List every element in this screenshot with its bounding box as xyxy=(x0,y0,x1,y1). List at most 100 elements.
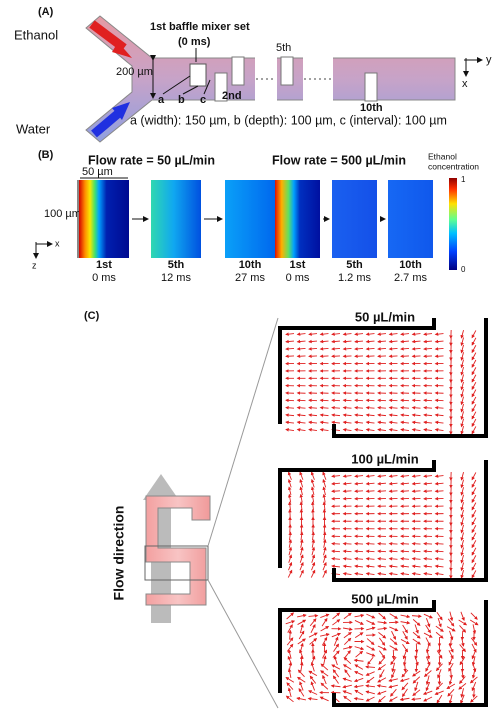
velocity-vector xyxy=(388,684,398,689)
velocity-vector xyxy=(310,486,315,496)
velocity-vector xyxy=(365,474,375,478)
velocity-vector xyxy=(354,689,364,696)
velocity-vector xyxy=(460,562,464,572)
velocity-vector xyxy=(388,332,398,336)
velocity-vector xyxy=(333,636,339,646)
velocity-vector xyxy=(322,501,327,511)
velocity-vector xyxy=(400,405,410,410)
scale-label: 100 µm xyxy=(44,208,81,220)
velocity-vector xyxy=(423,564,433,569)
velocity-vector xyxy=(414,624,419,634)
scale-label: 50 µm xyxy=(82,166,113,178)
velocity-vector xyxy=(412,670,421,677)
annotation: (0 ms) xyxy=(178,36,211,48)
velocity-vector xyxy=(311,539,316,548)
velocity-vector xyxy=(471,352,477,361)
velocity-vector xyxy=(319,405,329,410)
velocity-vector xyxy=(377,481,387,486)
velocity-vector xyxy=(423,696,433,702)
velocity-vector xyxy=(460,418,464,428)
velocity-vector xyxy=(388,564,398,569)
velocity-vector xyxy=(471,330,477,339)
velocity-vector xyxy=(377,489,387,493)
velocity-vector xyxy=(308,347,318,351)
velocity-vector xyxy=(322,523,327,533)
velocity-vector xyxy=(310,661,315,672)
velocity-vector xyxy=(311,546,316,556)
velocity-vector xyxy=(434,481,444,486)
velocity-vector xyxy=(365,696,375,702)
velocity-vector xyxy=(447,688,455,697)
velocity-vector xyxy=(471,337,477,346)
velocity-vector xyxy=(400,481,410,486)
velocity-vector xyxy=(459,644,466,653)
velocity-vector xyxy=(399,697,410,702)
velocity-vector xyxy=(333,643,340,652)
velocity-vector xyxy=(379,637,386,646)
velocity-vector xyxy=(342,564,352,569)
dim-letter: a xyxy=(158,94,165,106)
image-time: 12 ms xyxy=(161,272,191,284)
velocity-vector xyxy=(298,630,305,640)
velocity-vector xyxy=(460,374,464,384)
velocity-vector xyxy=(342,557,352,561)
velocity-vector xyxy=(390,688,397,697)
velocity-vector xyxy=(365,332,375,336)
velocity-vector xyxy=(310,471,315,480)
velocity-vector xyxy=(460,426,464,435)
velocity-vector xyxy=(471,381,477,391)
velocity-vector xyxy=(411,405,421,410)
velocity-vector xyxy=(459,656,466,666)
velocity-vector xyxy=(423,332,433,336)
velocity-vector xyxy=(288,501,292,511)
velocity-vector xyxy=(311,554,316,563)
velocity-vector xyxy=(365,665,376,669)
panel-label: (C) xyxy=(84,310,100,322)
velocity-vector xyxy=(299,501,304,511)
velocity-vector xyxy=(310,569,316,578)
velocity-vector xyxy=(367,656,374,666)
velocity-vector xyxy=(401,669,409,678)
velocity-vector xyxy=(285,347,295,351)
velocity-vector xyxy=(354,664,364,670)
velocity-vector xyxy=(296,428,306,432)
velocity-vector xyxy=(322,539,327,548)
velocity-vector xyxy=(354,347,364,351)
axis-label: x xyxy=(462,78,468,90)
velocity-vector xyxy=(471,345,477,354)
velocity-vector xyxy=(354,474,364,478)
velocity-vector xyxy=(285,695,294,703)
velocity-vector xyxy=(320,626,330,632)
velocity-vector xyxy=(308,428,318,432)
velocity-vector xyxy=(377,557,387,561)
velocity-vector xyxy=(308,405,318,410)
velocity-vector xyxy=(448,675,453,686)
colorbar-tick: 0 xyxy=(461,265,466,274)
velocity-vector xyxy=(389,613,399,619)
velocity-vector xyxy=(331,332,341,336)
velocity-vector xyxy=(342,684,352,689)
panel-b: (B) Flow rate = 50 µL/min Flow rate = 50… xyxy=(32,149,479,284)
image-label: 5th xyxy=(168,259,185,271)
velocity-vector xyxy=(311,523,315,533)
velocity-vector xyxy=(320,663,329,671)
velocity-vector xyxy=(425,637,431,647)
channel-wall xyxy=(332,318,488,438)
velocity-vector xyxy=(391,662,396,673)
velocity-vector xyxy=(411,413,421,417)
velocity-vector xyxy=(353,696,364,701)
colorbar xyxy=(449,178,457,270)
velocity-vector xyxy=(286,643,294,652)
velocity-vector xyxy=(411,572,421,576)
velocity-vector xyxy=(285,620,296,625)
velocity-vector xyxy=(388,572,398,576)
leader xyxy=(182,85,199,95)
velocity-vector xyxy=(288,561,293,571)
velocity-vector xyxy=(435,682,443,691)
velocity-vector xyxy=(377,428,387,432)
channel-illustration xyxy=(145,495,211,606)
velocity-vector xyxy=(389,645,399,651)
velocity-vector xyxy=(422,690,433,695)
velocity-vector xyxy=(471,502,477,511)
image-label: 10th xyxy=(239,259,262,271)
